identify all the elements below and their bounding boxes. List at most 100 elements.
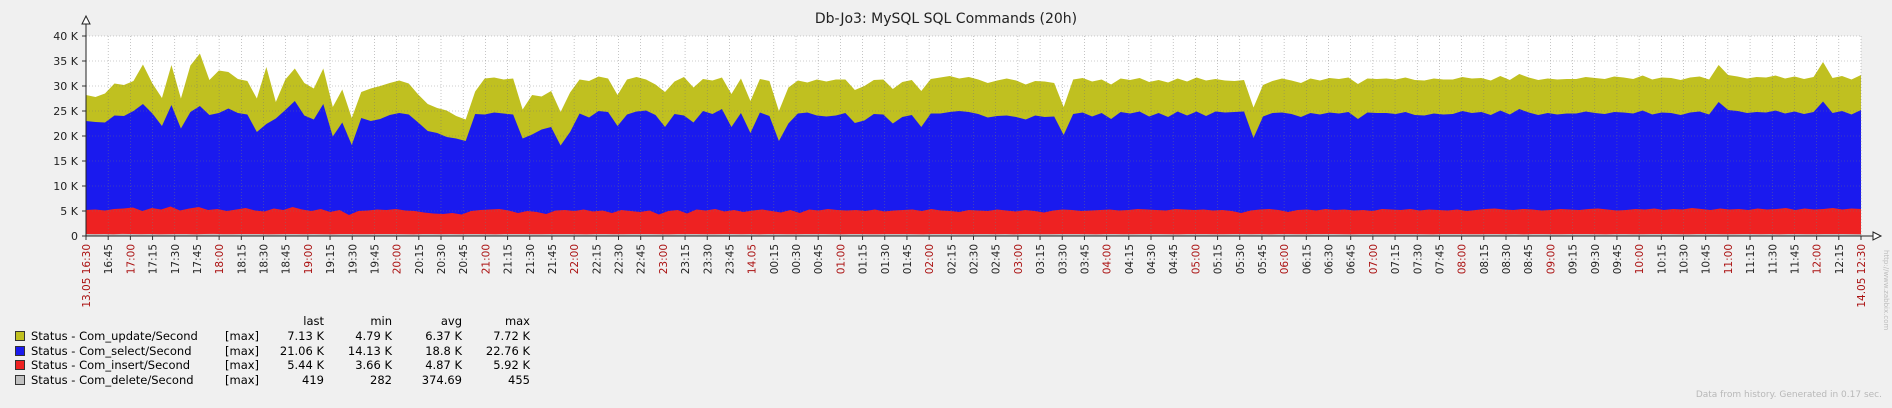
legend-avg: 18.8 K [425,343,462,358]
x-tick-label: 19:00 [303,244,315,274]
x-tick-label: 02:45 [991,244,1003,274]
x-tick-label: 21:15 [503,244,515,274]
x-tick-label: 20:15 [414,244,426,274]
legend-name: Status - Com_select/Second [31,343,192,358]
x-tick-label: 07:45 [1434,244,1446,274]
x-tick-label: 19:30 [347,244,359,274]
y-tick-label: 20 K [53,130,78,143]
x-tick-label: 18:45 [281,244,293,274]
x-tick-label: 01:45 [902,244,914,274]
legend-name: Status - Com_update/Second [31,329,198,343]
y-tick-label: 5 K [60,205,78,218]
x-tick-label: 00:30 [791,244,803,274]
legend-last: 419 [302,372,324,387]
x-tick-label: 14.05 12:30 [1856,244,1868,308]
x-tick-label: 04:30 [1146,244,1158,274]
legend-min: 14.13 K [347,343,392,358]
x-tick-label: 09:30 [1590,244,1602,274]
legend-max: 455 [508,372,530,387]
legend-header-last: last [303,314,324,328]
x-tick-label: 01:15 [858,244,870,274]
legend-last: 7.13 K [287,329,324,343]
x-tick-label: 20:30 [436,244,448,274]
footer-note: Data from history. Generated in 0.17 sec… [1695,390,1882,400]
x-tick-label: 17:30 [170,244,182,274]
x-tick-label: 13.05 16:30 [81,244,93,308]
x-tick-label: 23:00 [658,244,670,274]
x-tick-label: 19:45 [369,244,381,274]
x-tick-label: 20:00 [392,244,404,274]
x-tick-label: 04:45 [1168,244,1180,274]
x-tick-label: 11:15 [1745,244,1757,274]
x-tick-label: 05:00 [1190,244,1202,274]
chart-title: Db-Jo3: MySQL SQL Commands (20h) [815,11,1077,27]
legend-min: 282 [370,372,392,387]
legend-fn: [max] [225,372,260,387]
x-tick-label: 04:00 [1102,244,1114,274]
x-tick-label: 10:15 [1656,244,1668,274]
x-tick-label: 21:45 [547,244,559,274]
x-tick-label: 05:30 [1235,244,1247,274]
axes [81,14,1883,241]
y-axis-ticks: 0 5 K 10 K 15 K 20 K 25 K 30 K 35 K 40 K [53,30,86,243]
x-tick-label: 06:45 [1346,244,1358,274]
x-tick-label: 23:15 [680,244,692,274]
x-tick-label: 03:45 [1079,244,1091,274]
x-tick-label: 07:00 [1368,244,1380,274]
x-tick-label: 00:15 [769,244,781,274]
x-tick-label: 21:00 [480,244,492,274]
x-tick-label: 11:00 [1723,244,1735,274]
y-tick-label: 15 K [53,155,78,168]
legend-swatch-insert [15,360,25,370]
y-tick-label: 30 K [53,80,78,93]
legend-max: 22.76 K [485,343,530,358]
x-tick-label: 20:45 [458,244,470,274]
x-tick-label: 12:15 [1834,244,1846,274]
x-tick-label: 21:30 [525,244,537,274]
legend-avg: 374.69 [421,372,462,387]
legend-swatch-delete [15,374,25,385]
x-tick-label: 08:15 [1479,244,1491,274]
x-tick-label: 22:45 [636,244,648,274]
legend-last: 5.44 K [287,358,324,372]
x-tick-label: 16:45 [103,244,115,274]
x-tick-label: 22:00 [569,244,581,274]
x-tick-label: 01:30 [880,244,892,274]
x-tick-label: 06:00 [1279,244,1291,274]
x-tick-label: 18:30 [259,244,271,274]
x-tick-label: 22:30 [614,244,626,274]
legend-avg: 4.87 K [425,358,462,372]
x-tick-label: 03:00 [1013,244,1025,274]
x-tick-label: 18:00 [214,244,226,274]
x-tick-label: 10:45 [1701,244,1713,274]
y-axis-arrow [81,14,91,25]
x-tick-label: 08:00 [1457,244,1469,274]
x-tick-label: 05:15 [1213,244,1225,274]
x-tick-label: 23:30 [702,244,714,274]
legend-min: 4.79 K [355,329,392,343]
x-tick-label: 07:30 [1412,244,1424,274]
x-tick-label: 02:15 [946,244,958,274]
x-tick-label: 11:45 [1789,244,1801,274]
x-tick-label: 17:45 [192,244,204,274]
x-tick-label: 01:00 [835,244,847,274]
legend-fn: [max] [225,343,260,358]
legend-swatch-update [15,331,25,341]
legend-header-max: max [504,314,530,328]
legend-min: 3.66 K [355,358,392,372]
y-tick-label: 10 K [53,180,78,193]
y-tick-label: 0 [71,230,78,243]
legend-name: Status - Com_insert/Second [31,358,191,372]
x-tick-label: 09:00 [1545,244,1557,274]
x-tick-label: 04:15 [1124,244,1136,274]
watermark-text: http://www.zabbix.com [1882,250,1890,331]
x-tick-label: 06:15 [1301,244,1313,274]
x-tick-label: 09:45 [1612,244,1624,274]
x-tick-label: 11:30 [1767,244,1779,274]
legend-header-avg: avg [440,314,462,328]
x-tick-label: 12:00 [1812,244,1824,274]
legend-name: Status - Com_delete/Second [31,372,194,387]
legend-fn: [max] [225,329,260,343]
x-tick-label: 00:45 [813,244,825,274]
